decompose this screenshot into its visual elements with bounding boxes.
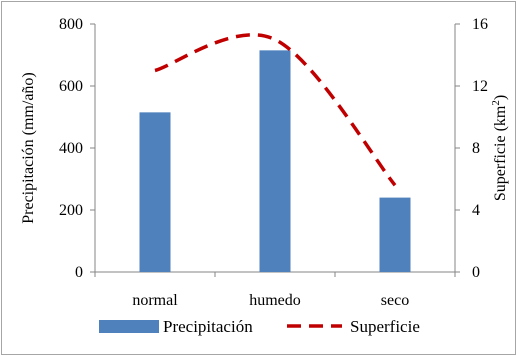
left-y-tick-label: 600 bbox=[59, 78, 83, 95]
left-y-axis-title: Precipitación (mm/año) bbox=[20, 72, 37, 224]
bar-precipitacion-normal bbox=[139, 112, 171, 272]
x-tick-label: normal bbox=[132, 292, 178, 309]
right-y-tick-label: 4 bbox=[472, 202, 480, 219]
x-ticks: normal humedo seco bbox=[94, 272, 456, 309]
right-y-tick-label: 0 bbox=[472, 264, 480, 281]
left-y-tick-label: 800 bbox=[59, 16, 83, 33]
left-y-tick-label: 0 bbox=[75, 264, 83, 281]
x-tick-label: humedo bbox=[249, 292, 301, 309]
right-y-ticks: 0 4 8 12 16 bbox=[455, 16, 488, 281]
legend-swatch-precipitacion bbox=[99, 320, 159, 333]
left-y-tick-label: 400 bbox=[59, 140, 83, 157]
legend: Precipitación Superficie bbox=[99, 317, 420, 336]
legend-label-precipitacion: Precipitación bbox=[163, 317, 253, 336]
right-y-axis-title: Superficie (km2) bbox=[490, 95, 509, 201]
left-y-tick-label: 200 bbox=[59, 202, 83, 219]
legend-label-superficie: Superficie bbox=[350, 317, 420, 336]
superficie-line bbox=[154, 33, 397, 187]
left-y-ticks: 0 200 400 600 800 bbox=[59, 16, 95, 281]
right-y-tick-label: 8 bbox=[472, 140, 480, 157]
right-y-tick-label: 16 bbox=[472, 16, 488, 33]
bar-precipitacion-humedo bbox=[259, 50, 291, 272]
x-tick-label: seco bbox=[381, 292, 409, 309]
bar-precipitacion-seco bbox=[379, 197, 411, 272]
right-y-tick-label: 12 bbox=[472, 78, 488, 95]
bar-series bbox=[139, 50, 411, 272]
